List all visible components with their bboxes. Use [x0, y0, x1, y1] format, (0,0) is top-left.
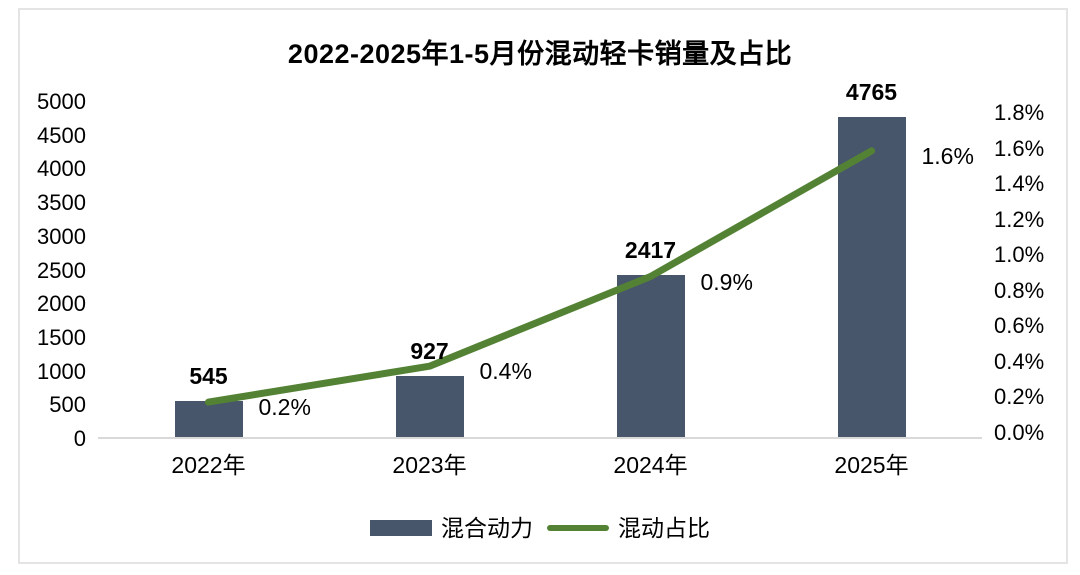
left-axis-tick-label: 5000	[37, 89, 86, 114]
x-axis-label: 2025年	[834, 452, 909, 478]
bar	[174, 401, 243, 438]
legend: 混合动力 混动占比	[0, 516, 1080, 540]
right-axis-tick-label: 1.2%	[994, 206, 1045, 232]
bar	[837, 116, 906, 438]
right-axis-tick-label: 1.0%	[994, 242, 1045, 268]
left-axis-tick-label: 3000	[37, 223, 86, 249]
chart-title: 2022-2025年1-5月份混动轻卡销量及占比	[287, 39, 793, 69]
x-axis-label: 2023年	[392, 452, 467, 478]
bar	[616, 275, 685, 438]
x-axis-line	[98, 437, 982, 439]
left-axis-tick-label: 2000	[37, 291, 86, 317]
right-axis-tick-label: 0.6%	[994, 313, 1045, 339]
left-axis-tick-label: 500	[49, 392, 86, 418]
left-axis-tick-label: 4000	[37, 156, 86, 182]
left-axis-tick-label: 2500	[37, 257, 86, 283]
right-axis-tick-label: 1.4%	[994, 171, 1045, 197]
right-axis-tick-label: 1.6%	[994, 135, 1045, 161]
right-axis-tick-label: 0.2%	[994, 384, 1045, 410]
legend-swatch-line	[547, 525, 609, 531]
left-axis-tick-label: 0	[73, 426, 86, 451]
bar	[395, 375, 464, 438]
x-axis-label: 2022年	[171, 452, 246, 478]
right-axis-tick-label: 1.8%	[994, 100, 1045, 125]
right-axis-tick-label: 0.8%	[994, 277, 1045, 303]
left-axis-tick-label: 4500	[37, 122, 86, 148]
bar-value-label: 4765	[845, 78, 898, 105]
bar-value-label: 2417	[624, 237, 677, 264]
line-value-label: 0.9%	[700, 268, 753, 295]
legend-swatch-bar	[370, 520, 432, 536]
left-axis-tick-label: 3500	[37, 190, 86, 216]
left-axis-tick-label: 1500	[37, 324, 86, 350]
left-axis-tick-label: 1000	[37, 358, 86, 384]
line-value-label: 0.4%	[479, 358, 532, 385]
x-axis-label: 2024年	[613, 452, 688, 478]
bar-value-label: 545	[189, 363, 228, 390]
line-value-label: 1.6%	[921, 142, 974, 169]
right-axis-tick-label: 0.0%	[994, 420, 1045, 445]
legend-label-line: 混动占比	[618, 515, 710, 541]
legend-label-bar: 混合动力	[441, 515, 533, 541]
bar-value-label: 927	[410, 337, 449, 364]
right-axis-tick-label: 0.4%	[994, 348, 1045, 374]
line-value-label: 0.2%	[258, 394, 311, 421]
